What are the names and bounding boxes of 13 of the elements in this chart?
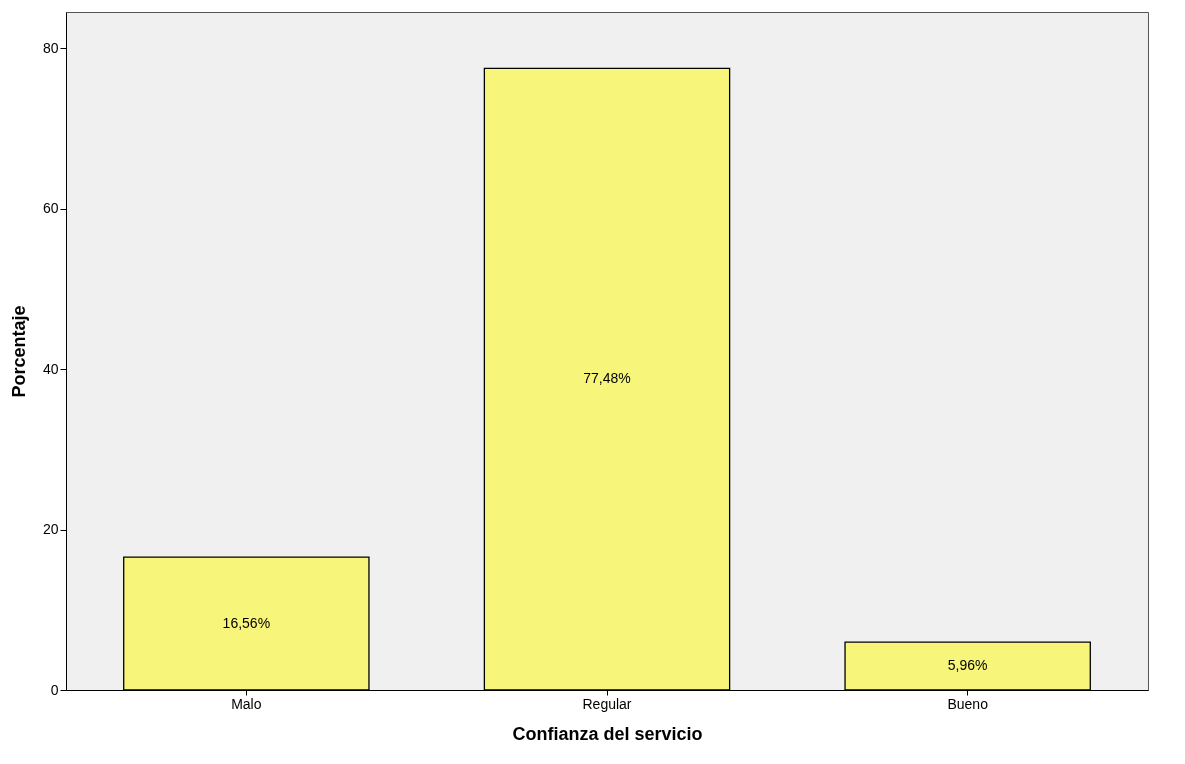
y-axis-title: Porcentaje (8, 305, 29, 398)
data-label: 77,48% (583, 370, 631, 387)
data-label: 5,96% (947, 657, 988, 674)
y-tick-label: 80 (42, 39, 59, 56)
x-axis-title: Confianza del servicio (512, 723, 703, 744)
x-tick-label: Malo (231, 695, 262, 712)
data-label: 16,56% (222, 614, 271, 631)
y-tick-label: 20 (42, 521, 59, 538)
x-tick-label: Bueno (947, 695, 989, 712)
y-tick-label: 60 (42, 200, 59, 217)
y-tick-label: 40 (42, 360, 59, 377)
x-tick-label: Regular (582, 695, 632, 712)
y-tick-label: 0 (50, 681, 59, 698)
